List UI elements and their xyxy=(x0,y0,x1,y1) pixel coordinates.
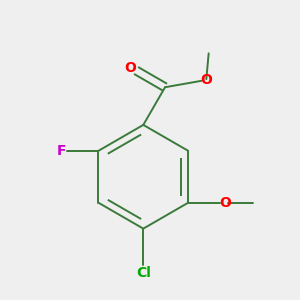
Text: F: F xyxy=(56,144,66,158)
Text: O: O xyxy=(124,61,136,75)
Text: Cl: Cl xyxy=(136,266,151,280)
Text: O: O xyxy=(200,73,212,87)
Text: O: O xyxy=(219,196,231,210)
